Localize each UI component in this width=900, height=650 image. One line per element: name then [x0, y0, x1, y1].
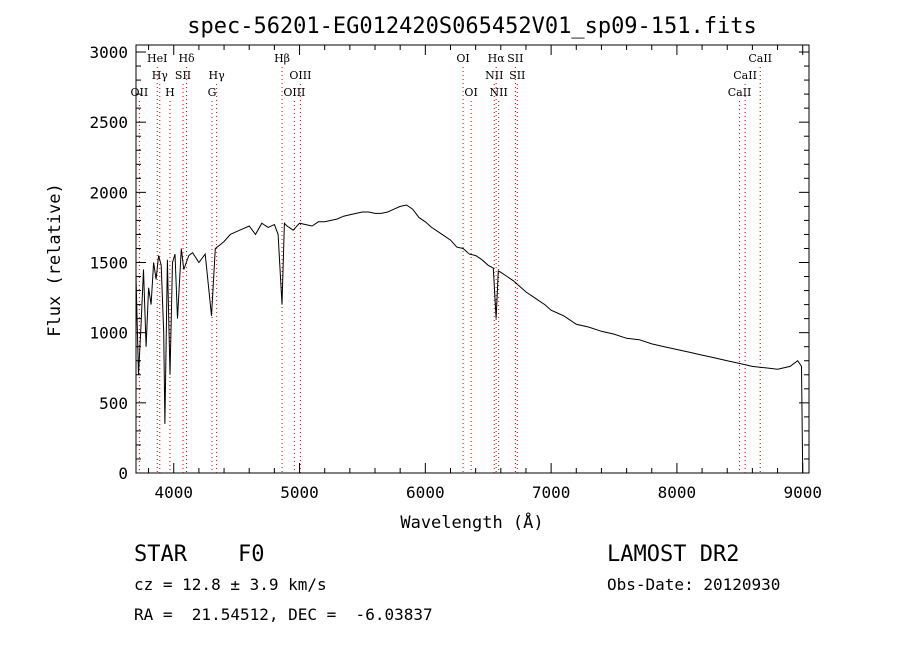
x-tick-label: 5000 [280, 483, 319, 502]
line-marker-label: CaII [733, 69, 757, 82]
line-marker-label: Hβ [274, 52, 290, 65]
x-tick-label: 8000 [658, 483, 697, 502]
y-tick-label: 1500 [89, 254, 128, 273]
spectrum-series-line [135, 204, 804, 474]
line-marker-label: SII [175, 69, 191, 82]
subclass-label: F0 [238, 542, 265, 567]
y-axis: 0 500 1000 1500 2000 2500 3000 [89, 43, 809, 483]
line-marker-label: NII [490, 86, 508, 99]
x-axis-label: Wavelength (Å) [400, 511, 543, 533]
line-marker-label: H [165, 86, 175, 99]
plot-frame [135, 44, 810, 474]
line-marker-label: OIII [289, 69, 311, 82]
line-marker-label: Hδ [178, 52, 195, 65]
x-tick-label: 9000 [783, 483, 822, 502]
line-marker-label: SII [509, 69, 525, 82]
line-marker-label: OI [464, 86, 477, 99]
line-marker-label: OII [131, 86, 149, 99]
line-marker-label: OIII [283, 86, 305, 99]
x-tick-label: 7000 [532, 483, 571, 502]
obs-date: Obs-Date: 20120930 [607, 575, 781, 594]
class-label: STAR [134, 542, 187, 567]
y-tick-label: 1000 [89, 324, 128, 343]
y-tick-label: 2500 [89, 113, 128, 132]
line-marker-label: SII [507, 52, 523, 65]
line-marker-label: Hα [488, 52, 506, 65]
line-marker-label: HeI [147, 52, 167, 65]
line-marker-label: CaII [728, 86, 752, 99]
line-marker-label: G [208, 86, 217, 99]
x-axis: 4000 5000 6000 7000 8000 9000 [148, 45, 822, 502]
line-marker-label: Hγ [209, 69, 226, 82]
survey-label: LAMOST DR2 [607, 542, 740, 567]
line-marker-label: OI [456, 52, 469, 65]
line-marker-label: Hγ [152, 69, 169, 82]
y-tick-label: 500 [99, 394, 128, 413]
x-tick-label: 6000 [406, 483, 445, 502]
line-marker-label: NII [485, 69, 503, 82]
coordinates: RA = 21.54512, DEC = -6.03837 [134, 605, 433, 624]
chart-title: spec-56201-EG012420S065452V01_sp09-151.f… [187, 14, 757, 39]
y-tick-label: 0 [118, 464, 128, 483]
line-marker-label: CaII [748, 52, 772, 65]
y-axis-label: Flux (relative) [45, 183, 65, 337]
emission-line-markers: OIIHeIHγHHδSIIGHγHβOIIIOIIIOIOINIIHαNIIS… [131, 52, 772, 473]
y-tick-label: 3000 [89, 43, 128, 62]
x-tick-label: 4000 [154, 483, 193, 502]
y-tick-label: 2000 [89, 183, 128, 202]
redshift-value: cz = 12.8 ± 3.9 km/s [134, 575, 327, 594]
